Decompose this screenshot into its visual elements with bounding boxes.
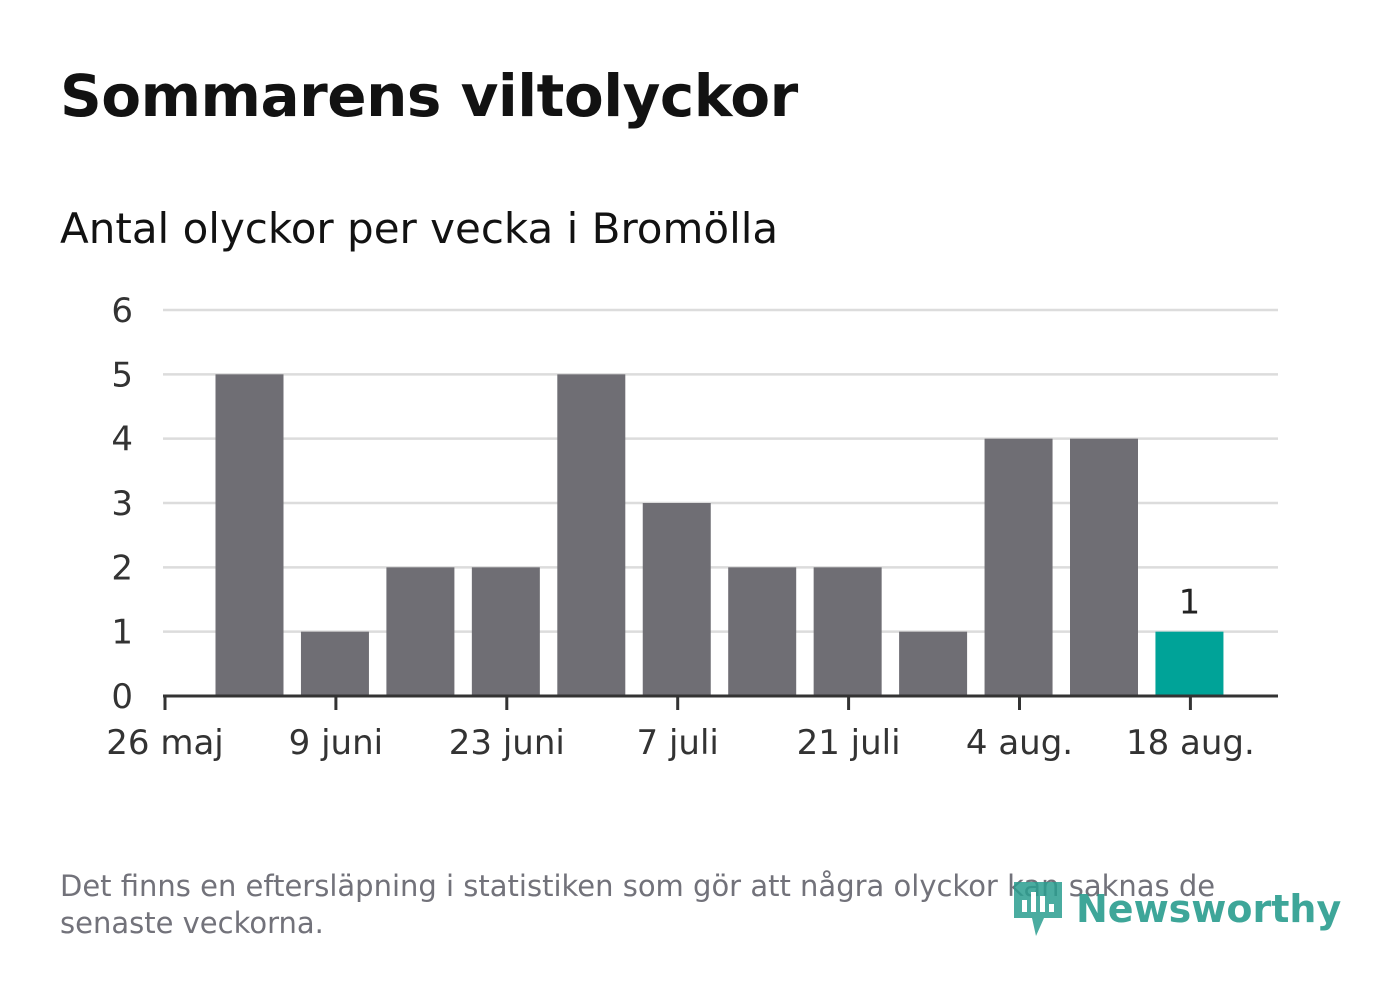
x-tick-label: 23 juni [449, 723, 565, 763]
newsworthy-logo: Newsworthy [1010, 878, 1341, 940]
y-tick-label: 0 [111, 677, 133, 717]
x-tick-label: 26 maj [106, 723, 223, 763]
y-tick-label: 3 [111, 484, 133, 524]
bar-v22 [215, 374, 284, 696]
bar-v32 [1070, 438, 1138, 696]
speech-bubble-bar-chart-icon [1014, 882, 1062, 936]
y-tick-label: 2 [111, 548, 133, 588]
bar-v25 [471, 567, 540, 696]
x-tick-label: 18 aug. [1126, 723, 1255, 763]
bar-v30 [899, 631, 968, 696]
chart-subtitle: Antal olyckor per vecka i Bromölla [60, 204, 779, 253]
bar-v31 [984, 438, 1053, 696]
x-tick-label: 4 aug. [966, 723, 1073, 763]
bar-v27 [642, 503, 711, 696]
bar-chart: 0 1 2 3 4 5 6 26 maj 9 juni 23 juni 7 juli 21 juli… [106, 291, 1278, 763]
bar-v29 [813, 567, 882, 696]
x-tick-label: 9 juni [289, 723, 383, 763]
bar-v24 [386, 567, 455, 696]
logo-text: Newsworthy [1076, 887, 1342, 931]
y-tick-label: 1 [111, 613, 133, 653]
bar-v23 [300, 631, 369, 696]
bars [215, 374, 1224, 696]
x-tick-label: 7 juli [637, 723, 719, 763]
bar-v33 [1155, 631, 1224, 696]
x-axis-ticks: 26 maj 9 juni 23 juni 7 juli 21 juli 4 aug. 18… [106, 696, 1255, 763]
y-tick-label: 4 [111, 420, 133, 460]
x-tick-label: 21 juli [797, 723, 901, 763]
bar-v28 [728, 567, 797, 696]
chart-title: Sommarens viltolyckor [60, 62, 798, 130]
y-tick-label: 5 [111, 355, 133, 395]
data-labels: 1 [1179, 583, 1201, 623]
data-label: 1 [1179, 583, 1201, 623]
y-axis-ticks: 0 1 2 3 4 5 6 [111, 291, 133, 717]
bar-v26 [557, 374, 626, 696]
y-tick-label: 6 [111, 291, 133, 331]
